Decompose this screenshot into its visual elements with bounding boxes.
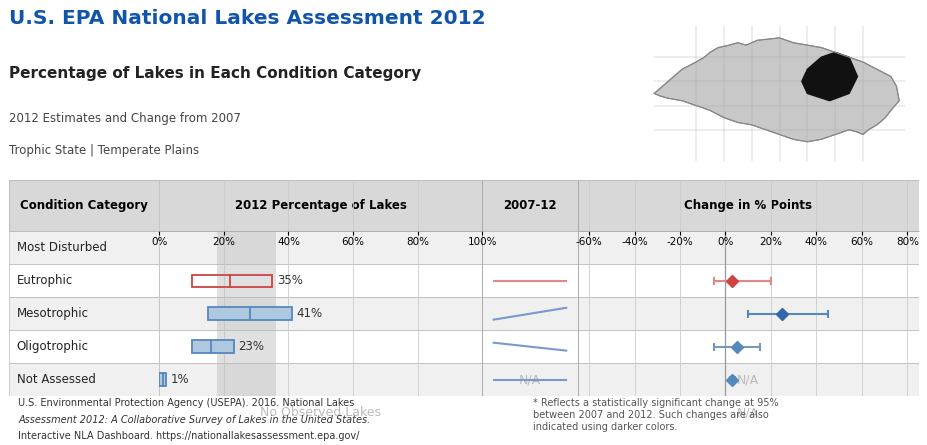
Bar [9,330,918,363]
Text: 2007-12: 2007-12 [502,199,556,212]
Text: 41%: 41% [297,307,323,320]
Bar [217,231,275,396]
Text: Mesotrophic: Mesotrophic [17,307,88,320]
Text: Most Disturbed: Most Disturbed [17,241,107,255]
Bar [191,340,234,353]
Bar [9,231,918,264]
Bar [159,373,166,386]
Polygon shape [654,38,898,142]
Text: * Reflects a statistically significant change at 95%
between 2007 and 2012. Such: * Reflects a statistically significant c… [532,399,778,432]
Text: No Observed Lakes: No Observed Lakes [260,406,381,419]
Text: 23%: 23% [238,340,264,353]
Text: U.S. EPA National Lakes Assessment 2012: U.S. EPA National Lakes Assessment 2012 [9,9,486,28]
Bar [9,264,918,297]
Bar [9,363,918,396]
Text: Condition Category: Condition Category [20,199,148,212]
Text: 2012 Estimates and Change from 2007: 2012 Estimates and Change from 2007 [9,112,241,125]
Text: Percentage of Lakes in Each Condition Category: Percentage of Lakes in Each Condition Ca… [9,66,421,81]
Bar [9,297,918,330]
Bar [208,307,291,320]
Text: Not Assessed: Not Assessed [17,373,95,386]
Text: Eutrophic: Eutrophic [17,274,72,287]
Text: N/A: N/A [736,406,758,419]
Text: Interactive NLA Dashboard. https://nationallakesassessment.epa.gov/: Interactive NLA Dashboard. https://natio… [19,431,360,441]
Text: U.S. Environmental Protection Agency (USEPA). 2016. National Lakes: U.S. Environmental Protection Agency (US… [19,399,354,409]
Bar [191,275,272,287]
Text: Assessment 2012: A Collaborative Survey of Lakes in the United States.: Assessment 2012: A Collaborative Survey … [19,415,370,425]
Text: 2012 Percentage of Lakes: 2012 Percentage of Lakes [235,199,406,212]
Text: N/A: N/A [736,373,758,386]
Text: Oligotrophic: Oligotrophic [17,340,88,353]
Text: Change in % Points: Change in % Points [683,199,811,212]
Text: 1%: 1% [171,373,189,386]
Polygon shape [801,53,857,101]
Text: N/A: N/A [518,373,540,386]
Text: 35%: 35% [277,274,303,287]
Text: Trophic State | Temperate Plains: Trophic State | Temperate Plains [9,144,199,157]
Bar [9,180,918,231]
